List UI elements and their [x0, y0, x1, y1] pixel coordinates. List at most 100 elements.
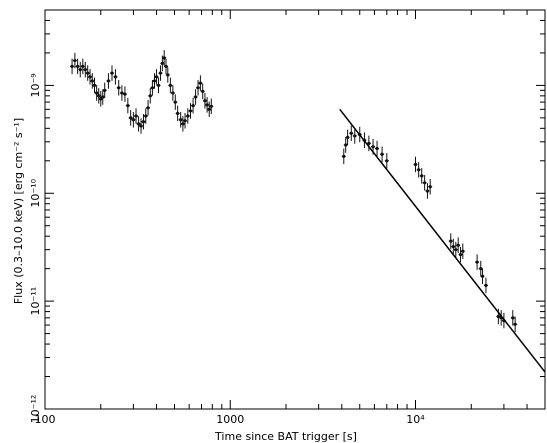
data-point: [180, 116, 185, 132]
point-marker: [136, 122, 141, 126]
point-marker: [179, 118, 183, 122]
point-marker: [449, 239, 453, 243]
point-marker: [201, 89, 205, 93]
data-point: [193, 89, 198, 105]
data-point: [425, 183, 430, 199]
data-point: [98, 91, 103, 107]
data-point: [139, 118, 144, 134]
data-point: [422, 175, 427, 191]
data-point: [458, 246, 463, 263]
point-marker: [496, 314, 500, 319]
point-marker: [454, 248, 458, 252]
data-point: [106, 73, 111, 89]
axis-ticks: 100 1000 10⁴ 10⁻¹² 10⁻¹¹ 10⁻¹⁰ 10⁻⁹: [29, 9, 546, 426]
data-point: [85, 65, 90, 81]
y-tick-label: 10⁻¹⁰: [29, 178, 42, 207]
point-marker: [188, 109, 193, 113]
point-marker: [451, 245, 455, 249]
point-marker: [73, 58, 77, 63]
data-point: [116, 80, 121, 96]
point-marker: [186, 114, 190, 118]
point-marker: [513, 322, 517, 326]
data-point: [205, 97, 210, 113]
point-marker: [196, 86, 200, 90]
point-marker: [139, 124, 143, 128]
data-point: [156, 77, 161, 94]
data-point: [78, 61, 83, 78]
data-point: [102, 82, 107, 99]
point-marker: [425, 189, 430, 193]
point-marker: [371, 145, 375, 149]
data-point: [92, 77, 97, 94]
point-marker: [461, 249, 465, 253]
point-marker: [380, 152, 384, 156]
data-point: [419, 168, 424, 184]
point-marker: [168, 83, 172, 87]
data-point: [150, 80, 155, 96]
data-point: [162, 50, 167, 66]
data-point: [185, 108, 190, 124]
plot-border: [44, 9, 546, 410]
point-marker: [144, 114, 148, 118]
data-point: [96, 88, 101, 104]
data-point: [428, 178, 433, 195]
fit-line: [339, 108, 546, 373]
data-point: [191, 97, 196, 114]
data-point: [113, 69, 118, 85]
point-marker: [511, 316, 515, 320]
data-point: [352, 128, 357, 144]
point-marker: [349, 131, 353, 135]
data-point: [125, 97, 130, 114]
data-point: [80, 58, 85, 75]
data-point: [70, 58, 75, 75]
data-point: [375, 140, 380, 157]
point-marker: [158, 71, 163, 75]
y-axis-label: Flux (0.3–10.0 keV) [erg cm⁻² s⁻¹]: [12, 118, 25, 304]
data-point: [128, 110, 133, 126]
data-point: [475, 254, 480, 270]
data-point: [202, 93, 207, 109]
point-marker: [428, 185, 432, 189]
point-marker: [367, 141, 371, 145]
point-marker: [346, 135, 350, 139]
y-tick-label: 10⁻⁹: [29, 73, 42, 97]
data-point: [478, 260, 483, 277]
point-marker: [484, 283, 488, 287]
data-point: [83, 61, 88, 78]
data-point: [448, 233, 453, 249]
y-tick-label: 10⁻¹¹: [29, 287, 42, 316]
power-law-fit: [339, 108, 546, 373]
point-marker: [164, 64, 168, 69]
point-marker: [375, 146, 379, 151]
data-point: [483, 277, 488, 294]
data-point: [90, 73, 95, 89]
data-point: [165, 67, 170, 83]
point-marker: [162, 56, 166, 60]
point-marker: [103, 88, 107, 92]
point-marker: [475, 260, 479, 264]
point-marker: [353, 134, 357, 138]
data-point: [173, 94, 178, 110]
point-marker: [205, 103, 209, 107]
point-marker: [156, 83, 161, 87]
data-point: [183, 113, 188, 129]
point-marker: [113, 75, 118, 79]
point-marker: [126, 103, 130, 108]
point-marker: [456, 243, 460, 247]
data-point: [341, 148, 346, 165]
data-point: [141, 114, 146, 130]
data-point: [143, 108, 148, 124]
data-point: [136, 116, 141, 132]
data-point: [188, 103, 193, 119]
data-point: [154, 69, 159, 85]
plot-frame: [44, 9, 546, 410]
point-marker: [480, 274, 485, 278]
data-point: [209, 98, 214, 115]
data-point: [131, 112, 136, 128]
data-point: [513, 316, 518, 333]
y-tick-label: 10⁻¹²: [29, 395, 42, 424]
point-marker: [191, 103, 195, 108]
point-marker: [92, 83, 97, 87]
point-marker: [171, 91, 175, 95]
